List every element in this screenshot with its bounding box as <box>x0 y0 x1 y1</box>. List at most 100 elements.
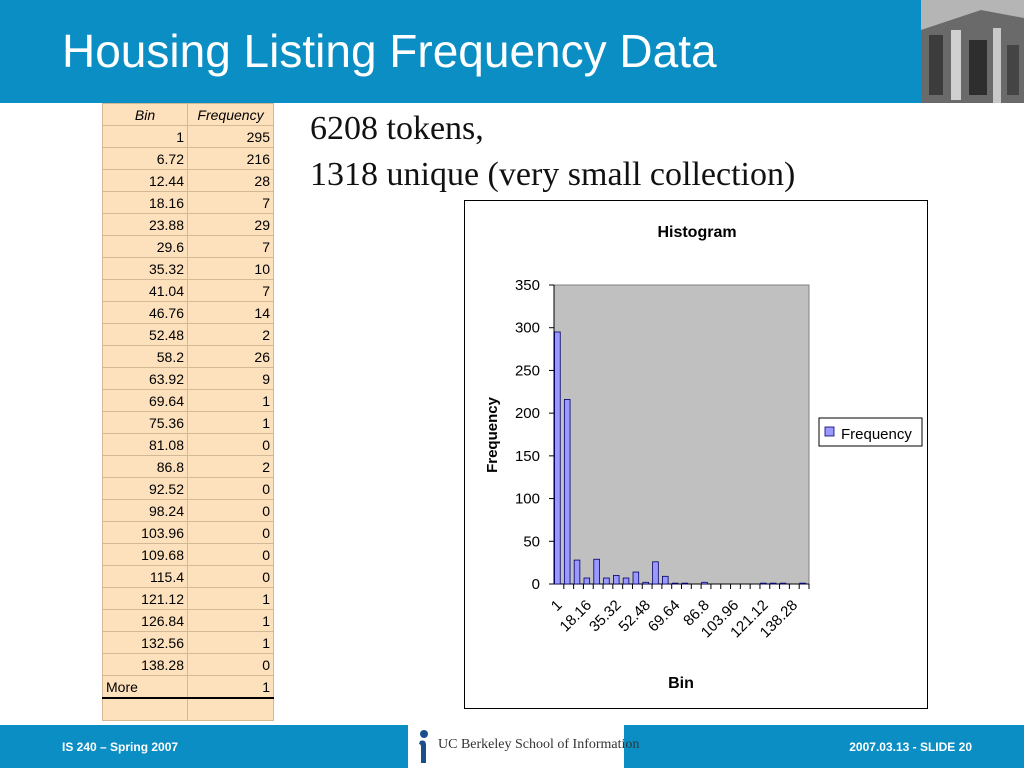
legend-box <box>818 417 923 447</box>
frequency-cell: 10 <box>187 257 274 280</box>
bin-cell: 18.16 <box>102 191 188 214</box>
histogram-bar <box>613 575 620 585</box>
histogram-bar <box>701 581 708 585</box>
bin-cell: 41.04 <box>102 279 188 302</box>
y-axis-title: Frequency <box>484 396 501 473</box>
empty-cell <box>187 697 274 721</box>
table-row: More 1 <box>102 675 274 699</box>
frequency-cell: 1 <box>187 587 274 610</box>
y-tick-label: 350 <box>515 277 540 294</box>
histogram-bar <box>563 399 571 585</box>
table-row: 115.4 0 <box>102 565 274 588</box>
bin-cell: More <box>102 675 188 699</box>
table-row: 75.36 1 <box>102 411 274 434</box>
histogram-bar <box>662 575 669 585</box>
x-tick-label: 35.32 <box>586 597 625 636</box>
table-row: 12.44 28 <box>102 169 274 192</box>
plot-area <box>553 284 810 585</box>
y-tick-label: 200 <box>515 405 540 422</box>
frequency-cell: 2 <box>187 455 274 478</box>
bin-cell: 63.92 <box>102 367 188 390</box>
bin-cell: 103.96 <box>102 521 188 544</box>
table-row: 109.68 0 <box>102 543 274 566</box>
frequency-cell: 7 <box>187 235 274 258</box>
tokens-line: 6208 tokens, <box>310 110 484 147</box>
bin-cell: 12.44 <box>102 169 188 192</box>
frequency-header: Frequency <box>187 103 274 126</box>
table-row: 35.32 10 <box>102 257 274 280</box>
histogram-bar <box>632 571 640 585</box>
x-tick-label: 18.16 <box>557 597 596 636</box>
y-tick-label: 0 <box>532 576 540 593</box>
histogram-bar <box>603 577 610 585</box>
bin-cell: 81.08 <box>102 433 188 456</box>
legend-label: Frequency <box>841 426 912 443</box>
histogram-bar <box>573 559 581 585</box>
histogram-chart: Histogram 0 50 100 150 200 250 300 350 Frequency 1… <box>464 200 928 709</box>
bin-cell: 35.32 <box>102 257 188 280</box>
bin-cell: 109.68 <box>102 543 188 566</box>
x-tick-label: 1 <box>548 597 566 615</box>
table-row: 18.16 7 <box>102 191 274 214</box>
y-tick-label: 300 <box>515 320 540 337</box>
histogram-bar <box>799 582 806 585</box>
x-tick-label: 52.48 <box>615 597 654 636</box>
y-tick-label: 250 <box>515 362 540 379</box>
bin-cell: 23.88 <box>102 213 188 236</box>
frequency-cell: 0 <box>187 565 274 588</box>
bin-cell: 138.28 <box>102 653 188 676</box>
table-row: 86.8 2 <box>102 455 274 478</box>
frequency-cell: 1 <box>187 675 274 699</box>
histogram-bar <box>681 582 689 585</box>
table-row: 41.04 7 <box>102 279 274 302</box>
bin-cell: 132.56 <box>102 631 188 654</box>
frequency-table: Bin Frequency 1 295 6.72 216 12.44 28 18.16 7 23… <box>102 103 274 721</box>
histogram-bar <box>593 558 600 585</box>
table-row: 52.48 2 <box>102 323 274 346</box>
frequency-cell: 1 <box>187 389 274 412</box>
table-row: 69.64 1 <box>102 389 274 412</box>
logo-text: UC Berkeley School of Information <box>438 737 640 752</box>
frequency-cell: 2 <box>187 323 274 346</box>
table-row: 58.2 26 <box>102 345 274 368</box>
school-logo: UC Berkeley School of Information <box>408 725 639 768</box>
histogram-bar <box>642 581 649 585</box>
table-row: 81.08 0 <box>102 433 274 456</box>
frequency-cell: 26 <box>187 345 274 368</box>
legend-swatch <box>824 426 835 437</box>
bin-cell: 1 <box>102 125 188 148</box>
frequency-cell: 0 <box>187 543 274 566</box>
histogram-bar <box>769 582 777 585</box>
frequency-cell: 1 <box>187 631 274 654</box>
bin-cell: 121.12 <box>102 587 188 610</box>
frequency-cell: 0 <box>187 521 274 544</box>
frequency-cell: 9 <box>187 367 274 390</box>
frequency-cell: 0 <box>187 499 274 522</box>
bin-cell: 92.52 <box>102 477 188 500</box>
table-row: 1 295 <box>102 125 274 148</box>
frequency-cell: 0 <box>187 477 274 500</box>
table-row: 98.24 0 <box>102 499 274 522</box>
bin-cell: 69.64 <box>102 389 188 412</box>
table-row: 46.76 14 <box>102 301 274 324</box>
bin-cell: 52.48 <box>102 323 188 346</box>
unique-line: 1318 unique (very small collection) <box>310 156 796 193</box>
frequency-cell: 7 <box>187 191 274 214</box>
bin-cell: 58.2 <box>102 345 188 368</box>
table-row: 138.28 0 <box>102 653 274 676</box>
slide-body-text: 6208 tokens, 1318 unique (very small col… <box>310 106 795 198</box>
empty-cell <box>102 697 188 721</box>
bin-cell: 98.24 <box>102 499 188 522</box>
frequency-cell: 28 <box>187 169 274 192</box>
y-tick-label: 50 <box>523 533 540 550</box>
bin-header: Bin <box>102 103 188 126</box>
table-row: 6.72 216 <box>102 147 274 170</box>
frequency-cell: 1 <box>187 411 274 434</box>
y-tick-label: 150 <box>515 448 540 465</box>
course-label: IS 240 – Spring 2007 <box>62 740 179 754</box>
table-header-row: Bin Frequency <box>102 103 274 126</box>
frequency-cell: 0 <box>187 433 274 456</box>
table-row: 103.96 0 <box>102 521 274 544</box>
empty-row <box>102 697 274 721</box>
table-row: 132.56 1 <box>102 631 274 654</box>
